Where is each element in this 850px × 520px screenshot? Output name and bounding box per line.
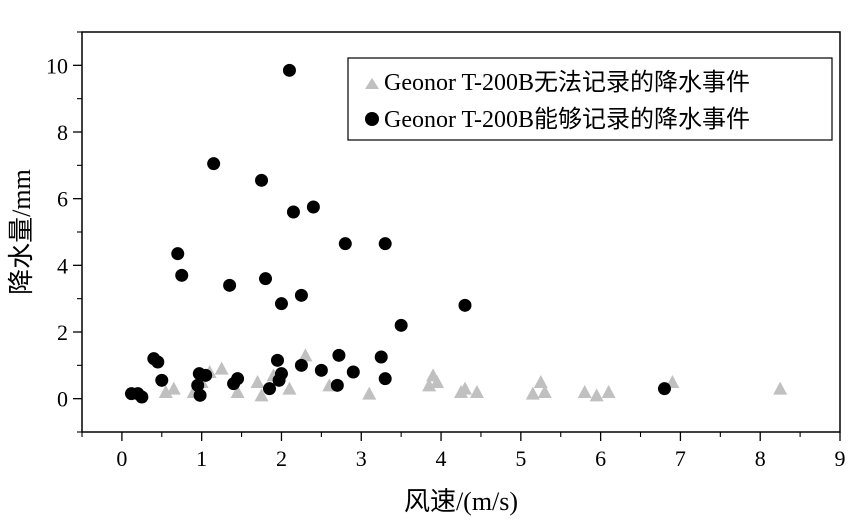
legend-label-unrecorded: Geonor T-200B无法记录的降水事件 <box>384 69 750 96</box>
circle-point <box>282 63 296 77</box>
x-tick-label: 6 <box>595 446 606 471</box>
circle-point <box>191 378 205 392</box>
axis-ticks: 0 1 2 3 4 5 6 7 8 9 0 2 4 6 8 10 <box>46 31 846 471</box>
triangle-point <box>166 381 181 395</box>
triangle-point <box>537 385 552 398</box>
triangle-point <box>577 385 592 398</box>
x-axis-title: 风速/(m/s) <box>404 487 518 516</box>
x-tick-label: 2 <box>276 446 287 471</box>
triangle-point <box>589 388 604 402</box>
circle-point <box>255 173 269 187</box>
triangle-point <box>533 375 548 388</box>
triangle-point <box>158 385 173 398</box>
y-tick-label: 6 <box>57 187 68 212</box>
triangle-point <box>362 386 377 400</box>
triangle-point <box>282 381 297 395</box>
circle-point <box>231 372 245 386</box>
circle-point <box>374 350 388 364</box>
y-tick-label: 8 <box>57 120 68 145</box>
circle-point <box>223 278 237 292</box>
circle-point <box>378 372 392 386</box>
triangle-point <box>254 388 269 402</box>
circle-point <box>314 363 328 377</box>
circle-point <box>263 382 277 396</box>
circle-point <box>657 382 671 396</box>
x-tick-label: 4 <box>436 446 447 471</box>
y-tick-label: 10 <box>46 53 68 78</box>
circle-point <box>175 268 189 282</box>
circle-point <box>294 358 308 372</box>
triangle-point <box>230 385 245 398</box>
x-tick-label: 0 <box>116 446 127 471</box>
circle-point <box>207 157 221 171</box>
x-tick-label: 1 <box>196 446 207 471</box>
circle-point <box>155 373 169 387</box>
triangle-point <box>457 381 472 395</box>
legend-triangle-marker <box>365 78 379 89</box>
circle-point <box>346 365 360 379</box>
y-tick-label: 0 <box>57 387 68 412</box>
circle-point <box>259 272 273 286</box>
circle-point <box>394 318 408 332</box>
x-tick-label: 3 <box>356 446 367 471</box>
circle-point <box>294 288 308 302</box>
y-axis-title: 降水量/mm <box>7 169 36 295</box>
circle-point <box>135 390 149 404</box>
circle-point <box>274 367 288 381</box>
triangle-point <box>773 381 788 395</box>
legend-box <box>347 57 833 141</box>
x-tick-label: 8 <box>755 446 766 471</box>
data-points <box>124 63 788 404</box>
circle-point <box>338 237 352 251</box>
triangle-point <box>298 348 313 362</box>
legend-label-recorded: Geonor T-200B能够记录的降水事件 <box>384 106 750 133</box>
legend: Geonor T-200B无法记录的降水事件 Geonor T-200B能够记录… <box>347 57 833 141</box>
triangle-point <box>430 375 445 388</box>
circle-point <box>199 368 213 382</box>
y-tick-label: 2 <box>57 320 68 345</box>
circle-point <box>171 247 185 261</box>
x-tick-label: 5 <box>515 446 526 471</box>
triangle-point <box>214 361 229 375</box>
circle-point <box>306 200 320 214</box>
circle-point <box>193 388 207 402</box>
circle-point <box>378 237 392 251</box>
triangle-point <box>250 375 265 388</box>
circle-point <box>330 378 344 392</box>
circle-point <box>274 297 288 311</box>
circle-point <box>458 298 472 312</box>
x-tick-label: 9 <box>835 446 846 471</box>
circle-point <box>332 348 346 362</box>
legend-circle-marker <box>365 112 379 126</box>
triangle-point <box>422 378 437 392</box>
triangle-point <box>601 385 616 398</box>
y-tick-label: 4 <box>57 253 68 278</box>
circle-point <box>151 355 165 369</box>
triangle-point <box>469 385 484 398</box>
circle-point <box>286 205 300 219</box>
circle-point <box>270 353 284 367</box>
x-tick-label: 7 <box>675 446 686 471</box>
triangle-point <box>525 386 540 400</box>
